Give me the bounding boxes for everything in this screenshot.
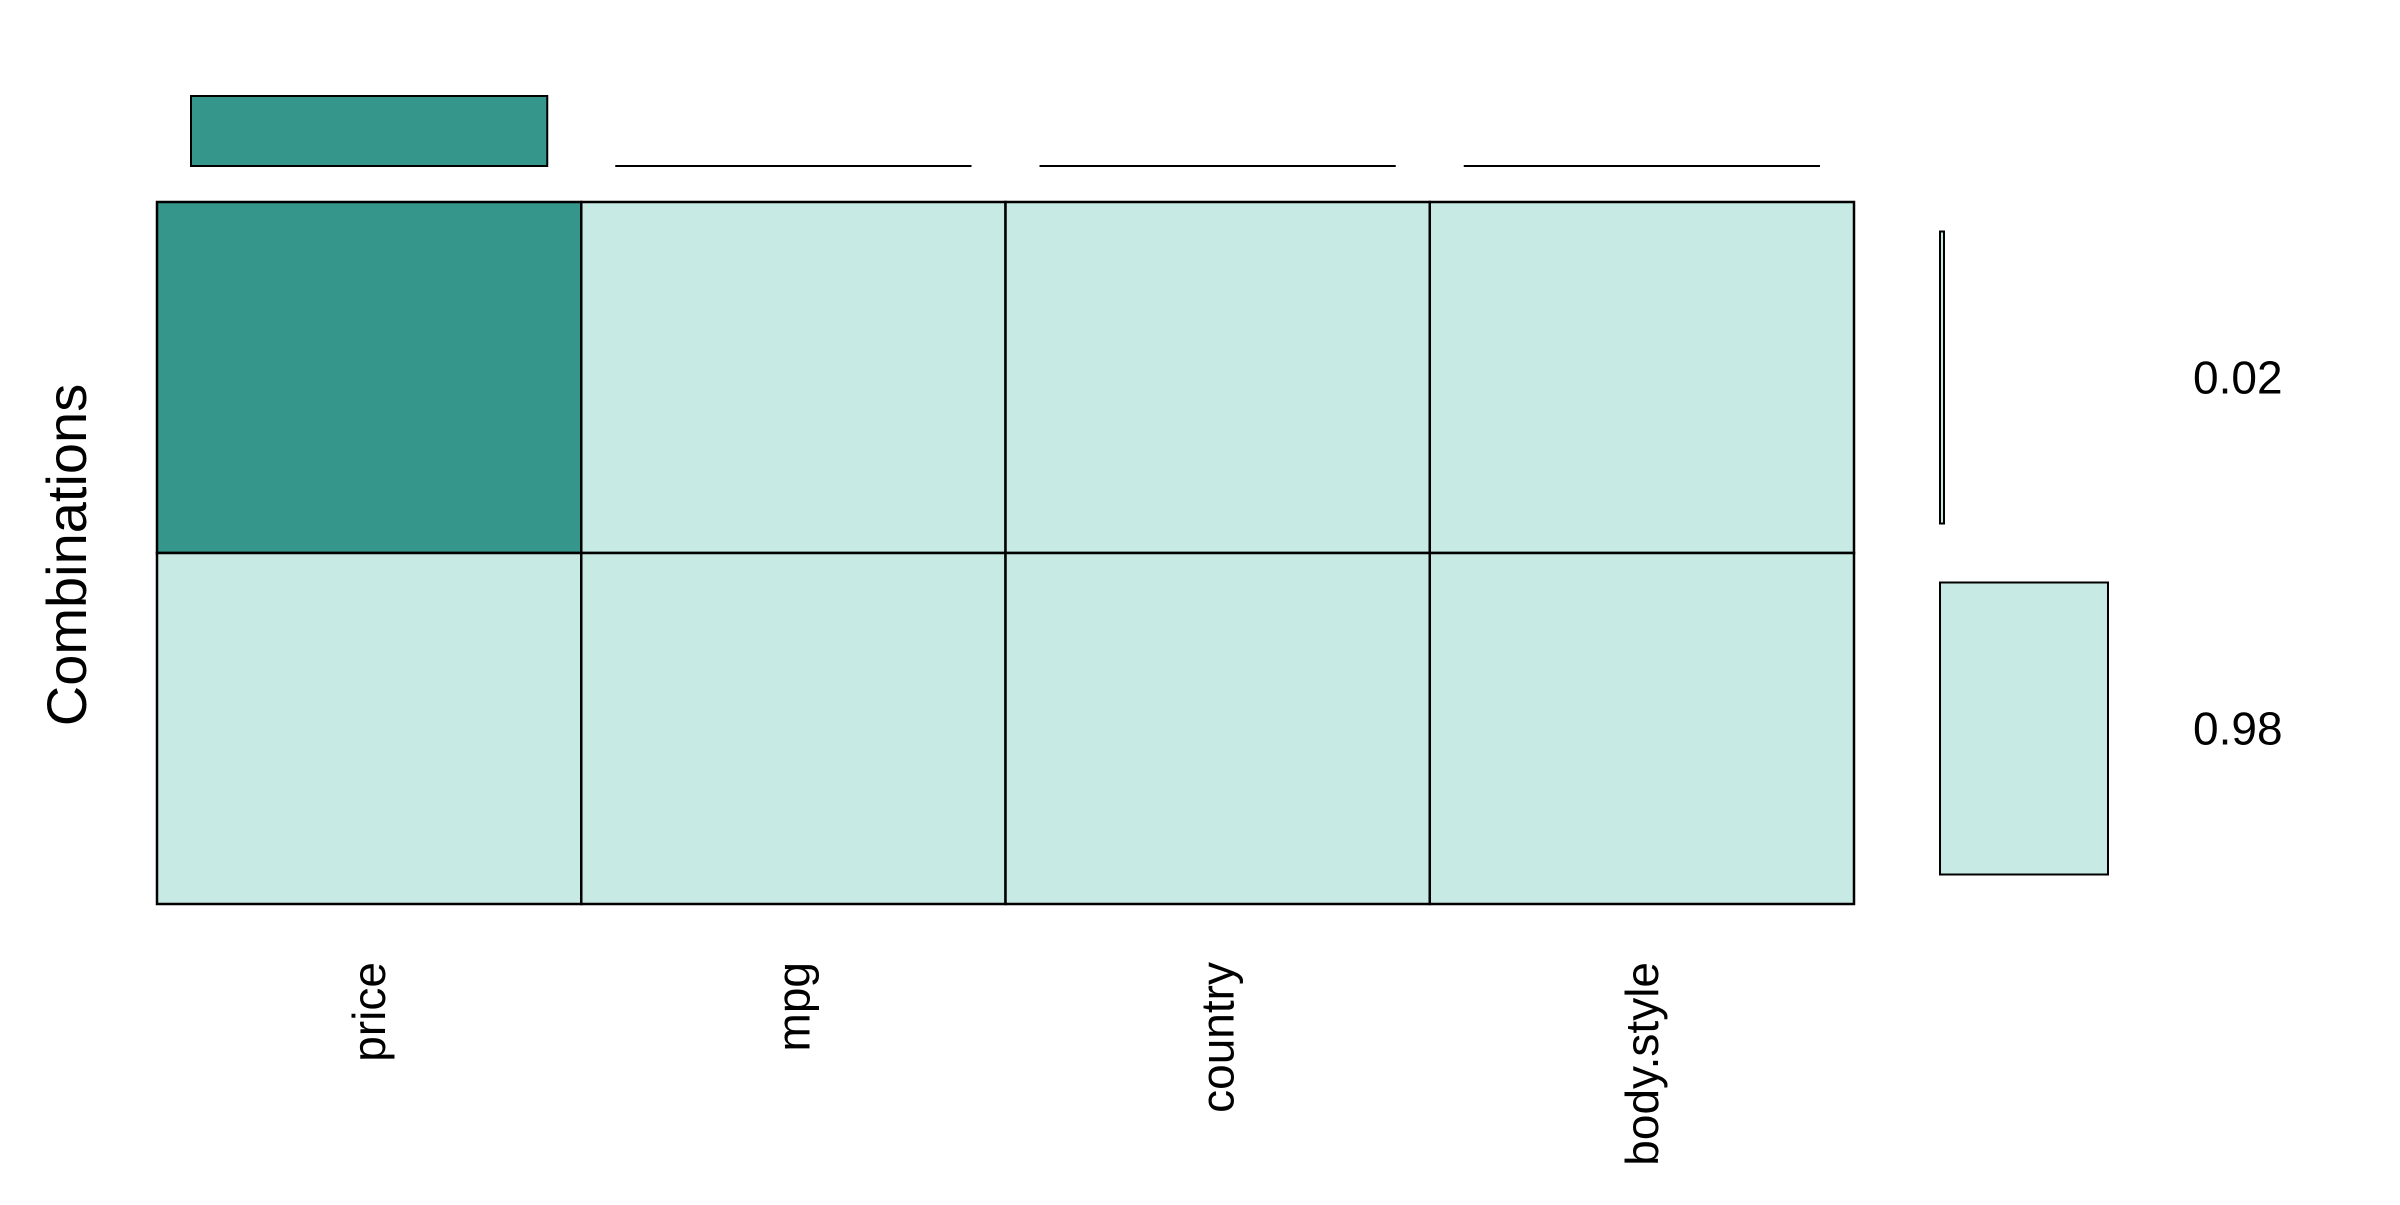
combination-cell-r2-mpg [580,551,1007,906]
combination-proportion-label-1: 0.02 [2193,352,2283,404]
combination-proportion-label-2: 0.98 [2193,703,2283,755]
variable-label-country: country [1192,962,1244,1113]
missing-proportion-bars [190,95,1820,167]
combination-cell-r1-body.style [1428,200,1856,555]
combination-cell-r2-body.style [1428,551,1856,906]
variable-label-body.style: body.style [1616,962,1668,1166]
combination-frequency-labels: 0.02 0.98 [2193,352,2283,755]
variable-label-mpg: mpg [767,962,819,1051]
missing-bar-price [190,95,549,167]
variable-label-price: price [343,962,395,1062]
combination-frequency-bars [1939,230,2109,876]
combination-cell-r1-price [155,200,583,555]
combination-cell-r1-country [1004,200,1431,555]
variable-labels: price mpg country body.style [343,962,1668,1166]
combination-cell-r2-price [155,551,583,906]
combination-bar-1 [1939,230,1945,525]
combination-cell-r1-mpg [580,200,1007,555]
combination-grid [155,200,1856,906]
y-axis-label: Combinations [35,384,98,726]
combination-cell-r2-country [1004,551,1431,906]
combination-bar-2 [1939,581,2109,876]
